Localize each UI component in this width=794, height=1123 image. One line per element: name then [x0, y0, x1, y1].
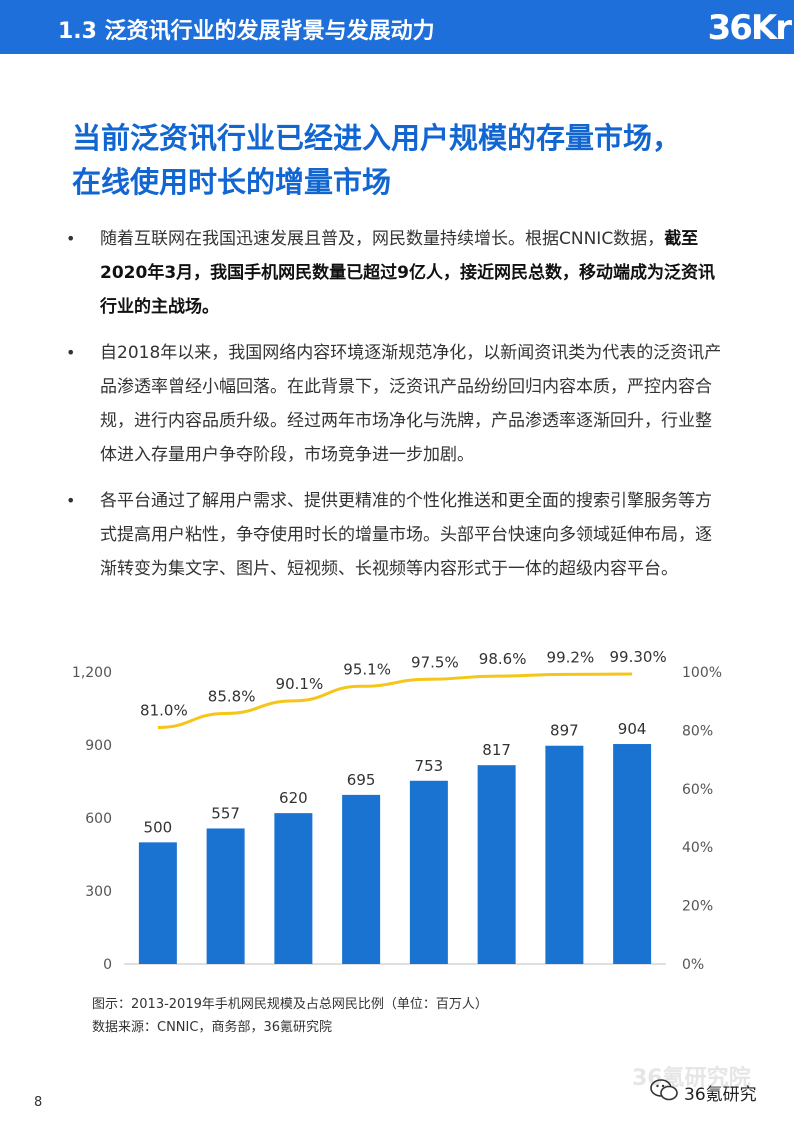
caption-line-2: 数据来源：CNNIC，商务部，36氪研究院	[92, 1020, 332, 1035]
bar	[477, 765, 516, 964]
page-number: 8	[34, 1095, 43, 1110]
headline-line-1: 当前泛资讯行业已经进入用户规模的存量市场，	[72, 121, 682, 155]
bar-value-label: 817	[482, 741, 511, 759]
bullet-text: 各平台通过了解用户需求、提供更精准的个性化推送和更全面的搜索引擎服务等方式提高用…	[100, 491, 712, 579]
caption-line-1: 图示：2013-2019年手机网民规模及占总网民比例（单位：百万人）	[92, 997, 488, 1012]
bullet-item-1: • 随着互联网在我国迅速发展且普及，网民数量持续增长。根据CNNIC数据，截至2…	[66, 222, 726, 324]
right-axis-tick-label: 80%	[682, 723, 713, 739]
left-axis-tick-label: 900	[85, 738, 112, 754]
line-value-label: 99.30%	[610, 648, 667, 666]
bar-series	[138, 744, 652, 964]
right-axis-ticks: 0% 20% 40% 60% 80% 100%	[682, 665, 722, 973]
line-value-labels: 81.0% 85.8% 90.1% 95.1% 97.5% 98.6% 99.2% 99.30…	[140, 648, 667, 719]
line-value-label: 90.1%	[276, 675, 324, 693]
bullet-bold-text: 截至2020年3月，我国手机网民数量已超过9亿人，接近网民总数，移动端成为泛资讯…	[100, 229, 715, 317]
bar-value-label: 695	[347, 771, 376, 789]
line-value-label: 97.5%	[411, 653, 459, 671]
bar	[274, 813, 313, 964]
bullet-dot-icon: •	[66, 343, 76, 362]
bar	[613, 744, 652, 964]
brand-name: 36氪研究	[684, 1085, 757, 1105]
right-axis-tick-label: 60%	[682, 782, 713, 798]
line-value-label: 99.2%	[547, 648, 595, 666]
right-axis-tick-label: 20%	[682, 899, 713, 915]
bar-value-label: 897	[550, 722, 579, 740]
right-axis-tick-label: 100%	[682, 665, 722, 681]
headline-line-2: 在线使用时长的增量市场	[72, 165, 392, 199]
bullet-text: 自2018年以来，我国网络内容环境逐渐规范净化，以新闻资讯类为代表的泛资讯产品渗…	[100, 343, 722, 465]
left-axis-tick-label: 1,200	[72, 665, 112, 681]
left-axis-tick-label: 600	[85, 811, 112, 827]
left-axis-tick-label: 300	[85, 884, 112, 900]
penetration-line	[157, 672, 633, 729]
bar	[138, 842, 177, 964]
section-title: 1.3 泛资讯行业的发展背景与发展动力	[58, 19, 435, 44]
bar-value-label: 620	[279, 789, 308, 807]
chart-caption: 图示：2013-2019年手机网民规模及占总网民比例（单位：百万人） 数据来源：…	[92, 993, 488, 1039]
page-headline: 当前泛资讯行业已经进入用户规模的存量市场， 在线使用时长的增量市场	[72, 116, 772, 204]
right-axis-tick-label: 40%	[682, 840, 713, 856]
bar	[342, 794, 381, 964]
line-value-label: 98.6%	[479, 650, 527, 668]
36kr-logo: 36Kr	[707, 8, 792, 48]
bullet-list: • 随着互联网在我国迅速发展且普及，网民数量持续增长。根据CNNIC数据，截至2…	[66, 222, 726, 598]
bullet-text: 随着互联网在我国迅速发展且普及，网民数量持续增长。根据CNNIC数据，	[100, 229, 665, 249]
left-axis-ticks: 0 300 600 900 1,200	[72, 665, 112, 973]
bullet-dot-icon: •	[66, 491, 76, 510]
header-bar: 1.3 泛资讯行业的发展背景与发展动力 36Kr	[0, 0, 794, 54]
mobile-users-chart: 0 300 600 900 1,200 0% 20% 40% 60% 80% 100% 500 55…	[72, 648, 722, 973]
line-value-label: 85.8%	[208, 687, 256, 705]
bar-value-label: 904	[618, 720, 647, 738]
line-value-label: 95.1%	[343, 660, 391, 678]
wechat-icon	[650, 1079, 678, 1101]
left-axis-tick-label: 0	[103, 957, 112, 973]
bar	[206, 828, 245, 964]
bar-value-label: 500	[144, 818, 173, 836]
bar-value-label: 557	[211, 804, 240, 822]
bar-value-labels: 500 557 620 695 753 817 897 904	[144, 720, 647, 836]
bar	[409, 780, 448, 964]
right-axis-tick-label: 0%	[682, 957, 704, 973]
bullet-item-3: • 各平台通过了解用户需求、提供更精准的个性化推送和更全面的搜索引擎服务等方式提…	[66, 484, 726, 586]
bullet-item-2: • 自2018年以来，我国网络内容环境逐渐规范净化，以新闻资讯类为代表的泛资讯产…	[66, 336, 726, 472]
bullet-dot-icon: •	[66, 229, 76, 248]
line-value-label: 81.0%	[140, 701, 188, 719]
bar-value-label: 753	[415, 757, 444, 775]
bar	[545, 745, 584, 964]
